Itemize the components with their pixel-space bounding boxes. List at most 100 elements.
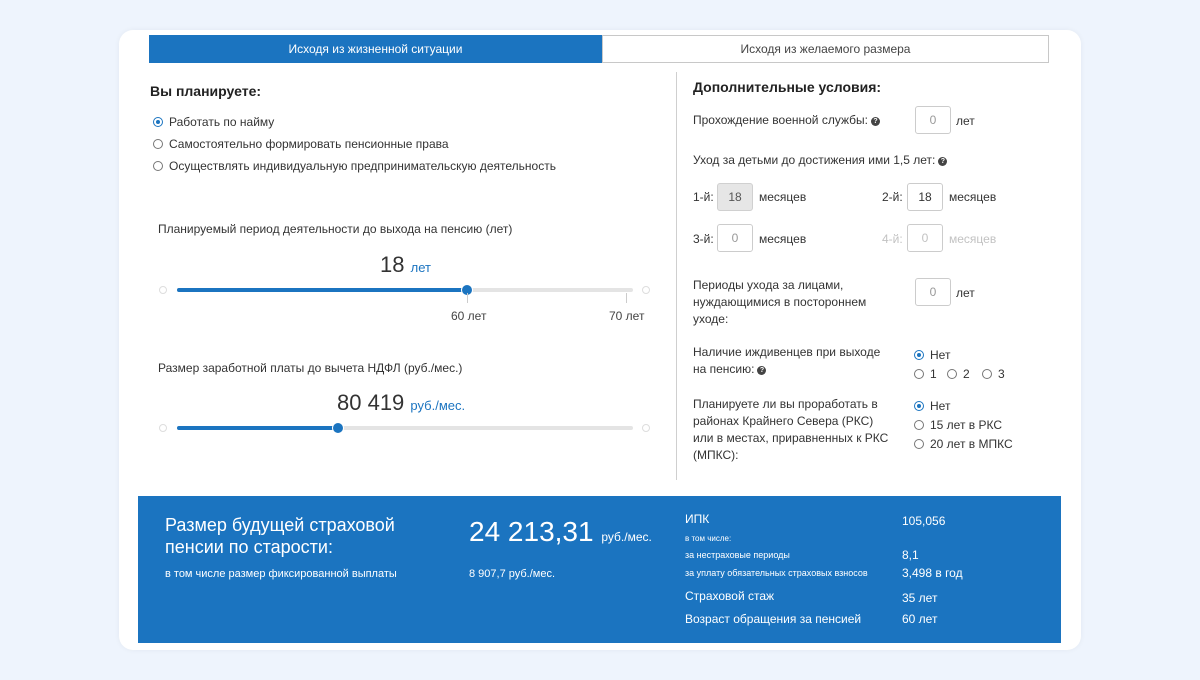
child3-input[interactable]: 0 bbox=[717, 224, 753, 252]
ipk-label: ИПК bbox=[685, 512, 710, 526]
dependents-label-line: Наличие иждивенцев при выходе bbox=[693, 345, 881, 359]
pension-amount-display: 24 213,31 руб./мес. bbox=[469, 516, 652, 548]
period-slider[interactable] bbox=[177, 284, 633, 296]
radio[interactable] bbox=[153, 139, 163, 149]
child3-unit: месяцев bbox=[759, 232, 807, 246]
salary-slider[interactable] bbox=[177, 422, 633, 434]
result-title: Размер будущей страховой пенсии по старо… bbox=[165, 514, 395, 558]
salary-unit: руб./мес. bbox=[410, 398, 466, 413]
salary-slider-handle[interactable] bbox=[332, 422, 344, 434]
care-label-line: уходе: bbox=[693, 312, 729, 326]
plan-option-self[interactable]: Самостоятельно формировать пенсионные пр… bbox=[153, 137, 449, 151]
experience-value: 35 лет bbox=[902, 591, 938, 605]
childcare-label-row: Уход за детьми до достижения ими 1,5 лет… bbox=[693, 153, 948, 167]
radio-label: Нет bbox=[930, 348, 951, 362]
help-icon[interactable]: ? bbox=[938, 157, 948, 166]
slider-left-dot-icon bbox=[159, 424, 167, 432]
child1-unit: месяцев bbox=[759, 190, 807, 204]
age-value: 60 лет bbox=[902, 612, 938, 626]
slider-left-dot-icon bbox=[159, 286, 167, 294]
child1-label: 1-й: bbox=[693, 190, 714, 204]
child4-unit: месяцев bbox=[949, 232, 997, 246]
care-unit: лет bbox=[956, 286, 975, 300]
dependents-option-1[interactable]: 1 bbox=[914, 367, 937, 381]
radio-label: Нет bbox=[930, 399, 951, 413]
radio[interactable] bbox=[947, 369, 957, 379]
extra-heading: Дополнительные условия: bbox=[693, 79, 882, 95]
plan-option-label: Самостоятельно формировать пенсионные пр… bbox=[169, 137, 449, 151]
radio-label: 15 лет в РКС bbox=[930, 418, 1003, 432]
radio[interactable] bbox=[982, 369, 992, 379]
radio-label: 20 лет в МПКС bbox=[930, 437, 1013, 451]
child2-input[interactable]: 18 bbox=[907, 183, 943, 211]
military-unit: лет bbox=[956, 114, 975, 128]
plan-option-entrepreneur[interactable]: Осуществлять индивидуальную предпринимат… bbox=[153, 159, 556, 173]
childcare-label: Уход за детьми до достижения ими 1,5 лет… bbox=[693, 153, 936, 167]
plan-option-label: Работать по найму bbox=[169, 115, 275, 129]
including-label: в том числе: bbox=[685, 534, 732, 543]
help-icon[interactable]: ? bbox=[757, 366, 767, 375]
child4-input: 0 bbox=[907, 224, 943, 252]
period-slider-fill bbox=[177, 288, 467, 292]
military-input[interactable]: 0 bbox=[915, 106, 951, 134]
period-label: Планируемый период деятельности до выход… bbox=[158, 222, 513, 236]
radio-label: 1 bbox=[930, 367, 937, 381]
tick-60-label: 60 лет bbox=[451, 309, 487, 323]
radio-selected[interactable] bbox=[914, 401, 924, 411]
child1-input[interactable]: 18 bbox=[717, 183, 753, 211]
north-option-none[interactable]: Нет bbox=[914, 399, 950, 413]
radio[interactable] bbox=[914, 420, 924, 430]
child4-label: 4-й: bbox=[882, 232, 903, 246]
north-option-mpks[interactable]: 20 лет в МПКС bbox=[914, 437, 1013, 451]
radio[interactable] bbox=[914, 369, 924, 379]
plan-option-label: Осуществлять индивидуальную предпринимат… bbox=[169, 159, 556, 173]
ipk-value: 105,056 bbox=[902, 514, 946, 528]
salary-label: Размер заработной платы до вычета НДФЛ (… bbox=[158, 361, 463, 375]
contrib-label: за уплату обязательных страховых взносов bbox=[685, 568, 868, 578]
tick-60 bbox=[467, 293, 468, 303]
child2-unit: месяцев bbox=[949, 190, 997, 204]
result-panel: Размер будущей страховой пенсии по старо… bbox=[138, 496, 1061, 643]
dependents-label: Наличие иждивенцев при выходе на пенсию:… bbox=[693, 344, 880, 378]
care-label: Периоды ухода за лицами, нуждающимися в … bbox=[693, 277, 866, 328]
dependents-option-3[interactable]: 3 bbox=[982, 367, 1005, 381]
north-option-rks[interactable]: 15 лет в РКС bbox=[914, 418, 1002, 432]
slider-right-dot-icon bbox=[642, 424, 650, 432]
radio[interactable] bbox=[153, 161, 163, 171]
dependents-option-2[interactable]: 2 bbox=[947, 367, 970, 381]
tab-life-situation[interactable]: Исходя из жизненной ситуации bbox=[149, 35, 602, 63]
result-title-line: Размер будущей страховой bbox=[165, 515, 395, 535]
contrib-value: 3,498 в год bbox=[902, 566, 963, 580]
radio[interactable] bbox=[914, 439, 924, 449]
plan-option-employed[interactable]: Работать по найму bbox=[153, 115, 274, 129]
north-label: Планируете ли вы проработать в районах К… bbox=[693, 396, 888, 464]
north-label-line: районах Крайнего Севера (РКС) bbox=[693, 414, 874, 428]
north-label-line: (МПКС): bbox=[693, 448, 739, 462]
tab-desired-size[interactable]: Исходя из желаемого размера bbox=[602, 35, 1049, 63]
radio-label: 2 bbox=[963, 367, 970, 381]
nonins-label: за нестраховые периоды bbox=[685, 550, 790, 560]
fixed-value: 8 907,7 руб./мес. bbox=[469, 568, 556, 580]
pension-amount-unit: руб./мес. bbox=[601, 530, 652, 544]
military-label-row: Прохождение военной службы:? bbox=[693, 113, 880, 127]
nonins-value: 8,1 bbox=[902, 548, 919, 562]
fixed-label: в том числе размер фиксированной выплаты bbox=[165, 568, 397, 580]
age-label: Возраст обращения за пенсией bbox=[685, 612, 862, 626]
radio-selected[interactable] bbox=[914, 350, 924, 360]
period-value-display: 18 лет bbox=[380, 252, 431, 278]
salary-value-display: 80 419 руб./мес. bbox=[337, 390, 465, 416]
pension-amount: 24 213,31 bbox=[469, 516, 594, 547]
salary-value: 80 419 bbox=[337, 390, 405, 415]
mode-tabs: Исходя из жизненной ситуации Исходя из ж… bbox=[149, 35, 1049, 63]
dependents-label-line: на пенсию: bbox=[693, 362, 755, 376]
tick-70 bbox=[626, 293, 627, 303]
radio-selected[interactable] bbox=[153, 117, 163, 127]
care-input[interactable]: 0 bbox=[915, 278, 951, 306]
care-label-line: Периоды ухода за лицами, bbox=[693, 278, 844, 292]
help-icon[interactable]: ? bbox=[870, 117, 880, 126]
period-value: 18 bbox=[380, 252, 405, 277]
result-title-line: пенсии по старости: bbox=[165, 537, 333, 557]
dependents-option-none[interactable]: Нет bbox=[914, 348, 950, 362]
plan-heading: Вы планируете: bbox=[150, 83, 262, 99]
tick-70-label: 70 лет bbox=[609, 309, 645, 323]
